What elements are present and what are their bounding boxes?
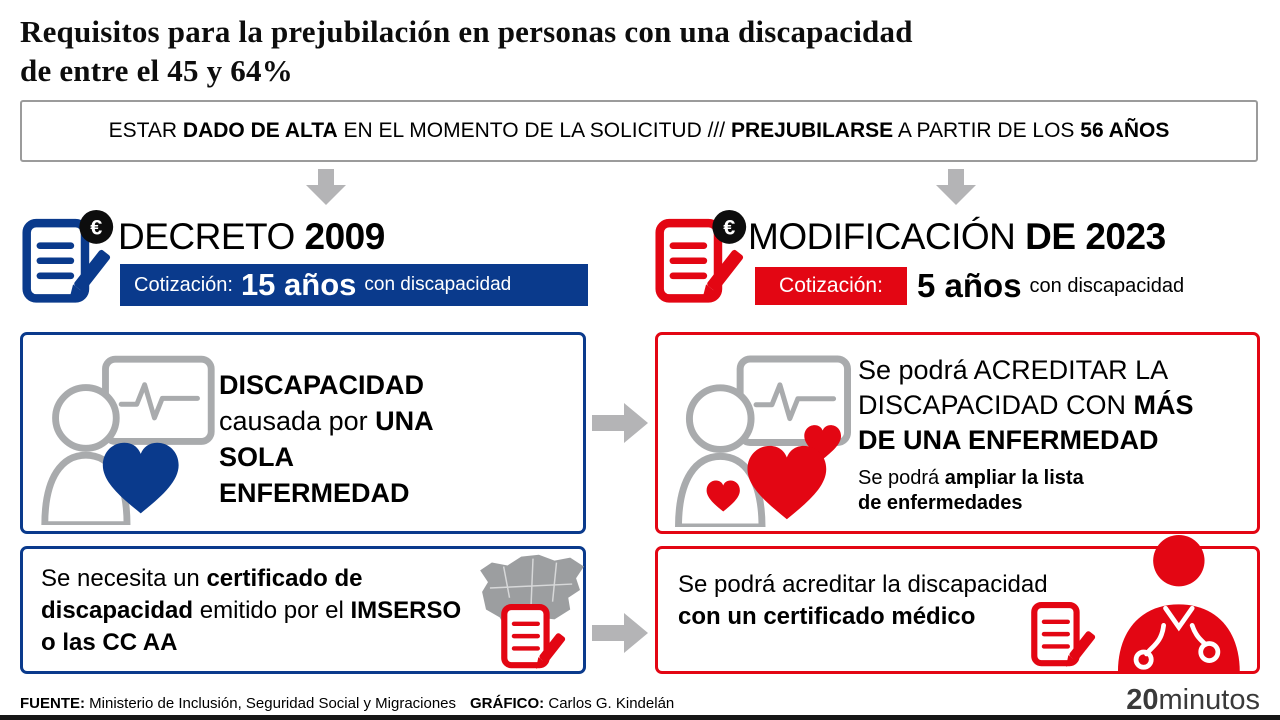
certificate-doc-icon-right <box>1031 601 1096 667</box>
bottom-bar <box>0 715 1280 720</box>
pencil-icon <box>69 249 111 301</box>
cotizacion-label: Cotización: <box>755 267 907 305</box>
doc-pencil-red-icon: € <box>655 210 747 303</box>
pencil-icon <box>536 633 566 669</box>
requirements-banner-text: ESTAR DADO DE ALTA EN EL MOMENTO DE LA S… <box>108 119 1170 142</box>
page-title: Requisitos para la prejubilación en pers… <box>20 12 1220 90</box>
source-text: Ministerio de Inclusión, Seguridad Socia… <box>85 695 457 712</box>
requirements-banner: ESTAR DADO DE ALTA EN EL MOMENTO DE LA S… <box>20 100 1258 162</box>
box-text: Se podrá acreditar la discapacidad con u… <box>678 571 1048 630</box>
box-text: Se podrá ACREDITAR LA DISCAPACIDAD CON M… <box>858 355 1194 514</box>
pencil-icon <box>702 249 744 301</box>
down-arrow-right-icon <box>936 169 976 205</box>
doc-pencil-blue-icon: € <box>22 210 114 303</box>
down-arrow-left-icon <box>306 169 346 205</box>
heart-red-big-icon <box>747 445 827 520</box>
cotizacion-bar-blue: Cotización: 15 años con discapacidad <box>120 264 588 306</box>
cotizacion-label: Cotización: <box>134 273 233 296</box>
euro-coin-icon: € <box>79 210 114 244</box>
pencil-icon <box>1066 631 1096 667</box>
box-discapacidad-una-enfermedad: DISCAPACIDAD causada por UNA SOLA ENFERME… <box>20 332 586 534</box>
svg-text:€: € <box>723 214 735 239</box>
heart-red-small-bottom-icon <box>706 480 740 512</box>
person-monitor-hearts-red-icon <box>675 355 851 527</box>
cotizacion-value: 5 años <box>917 267 1022 304</box>
right-arrow-bottom-icon <box>592 613 648 653</box>
source-label: FUENTE: <box>20 695 85 712</box>
cotizacion-bar-red: Cotización: 5 años con discapacidad <box>755 266 1184 306</box>
decreto-heading: DECRETO 2009 <box>118 216 385 257</box>
page-title-line2: de entre el 45 y 64% <box>20 53 293 88</box>
brand-20minutos: 20minutos <box>1126 684 1260 716</box>
modificacion-heading: MODIFICACIÓN DE 2023 <box>748 216 1166 257</box>
doctor-icon <box>1117 534 1240 672</box>
right-arrow-top-icon <box>592 403 648 443</box>
heart-blue-icon <box>102 442 179 514</box>
euro-coin-icon: € <box>712 210 747 244</box>
box-text: DISCAPACIDAD causada por UNA SOLA ENFERME… <box>219 370 433 508</box>
box-text: Se necesita un certificado de discapacid… <box>41 565 462 656</box>
cotizacion-suffix: con discapacidad <box>1029 274 1185 297</box>
page-title-line1: Requisitos para la prejubilación en pers… <box>20 14 913 49</box>
box-mas-de-una-enfermedad: Se podrá ACREDITAR LA DISCAPACIDAD CON M… <box>655 332 1260 534</box>
person-monitor-heart-blue-icon <box>41 355 215 525</box>
certificate-doc-icon-left <box>501 603 566 669</box>
graphic-label: GRÁFICO: <box>470 695 545 712</box>
svg-text:€: € <box>90 214 102 239</box>
cotizacion-value: 15 años <box>240 267 357 302</box>
graphic-text: Carlos G. Kindelán <box>544 695 675 712</box>
cotizacion-suffix: con discapacidad <box>364 274 512 295</box>
footer-credits: FUENTE: Ministerio de Inclusión, Segurid… <box>20 695 674 712</box>
